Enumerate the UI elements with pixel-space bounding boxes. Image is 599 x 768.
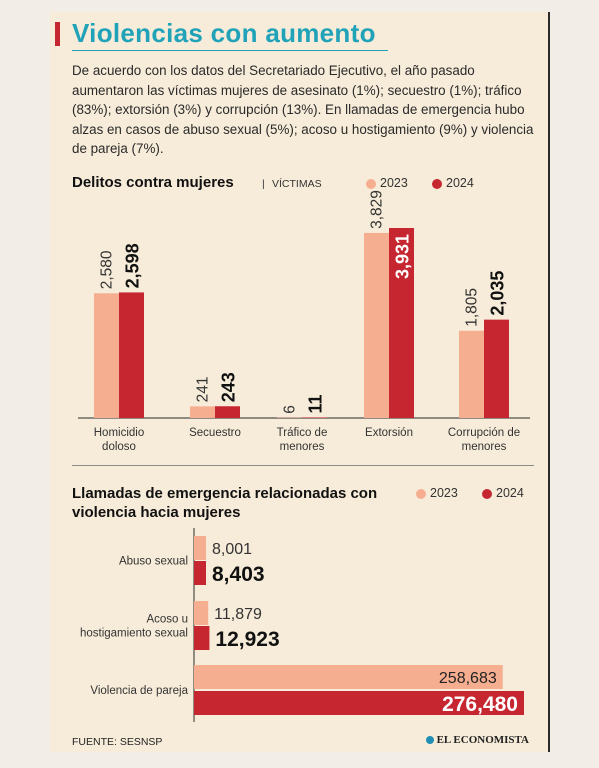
page-title: Violencias con aumento — [72, 18, 376, 48]
chart1-bar-2023-corrupcion-de-menores — [459, 330, 484, 418]
chart2-category-acoso-u-hostigamiento-sexual: Acoso u hostigamiento sexual — [80, 614, 188, 640]
chart1-bar-2023-homicidio-doloso — [94, 293, 119, 418]
intro-paragraph: De acuerdo con los datos del Secretariad… — [72, 63, 534, 157]
chart1-category-extorsion: Extorsión — [365, 427, 413, 439]
chart2-bar-2024-violencia-de-pareja — [194, 691, 524, 715]
chart1-bar-2023-extorsion — [364, 232, 389, 418]
chart2-label-2024-acoso-u-hostigamiento-sexual: 12,923 — [215, 628, 279, 651]
chart1-subtitle-separator: | — [262, 178, 265, 190]
chart1-title: Delitos contra mujeres — [72, 174, 234, 191]
chart1-legend-swatch-2024 — [432, 179, 442, 189]
chart2-label-2024-violencia-de-pareja: 276,480 — [442, 693, 518, 716]
chart1-legend-swatch-2023 — [366, 179, 376, 189]
chart1-label-2024-extorsion: 3,931 — [393, 234, 413, 279]
title-underline — [72, 50, 388, 51]
chart2-legend-label-2023: 2023 — [430, 486, 458, 500]
chart1-category-homicidio-doloso: Homicidio doloso — [94, 427, 145, 453]
chart2-bar-2024-abuso-sexual — [194, 561, 206, 585]
brand-dot-icon — [425, 736, 434, 745]
chart2-bar-2024-acoso-u-hostigamiento-sexual — [194, 626, 210, 650]
chart1-label-2024-secuestro: 243 — [219, 372, 239, 402]
chart1-label-2023-secuestro: 241 — [195, 376, 212, 402]
chart2-legend-label-2024: 2024 — [496, 486, 524, 500]
chart1-bar-2024-extorsion — [389, 228, 414, 418]
section-divider — [72, 465, 534, 466]
chart1-bar-2024-secuestro — [215, 406, 240, 418]
chart1-bar-2023-secuestro — [190, 406, 215, 418]
chart1-label-2023-corrupcion-de-menores: 1,805 — [464, 288, 481, 327]
chart1-bar-2024-homicidio-doloso — [119, 292, 144, 418]
brand-name: EL ECONOMISTA — [436, 734, 529, 746]
chart1-category-secuestro: Secuestro — [189, 427, 241, 439]
source-note: FUENTE: SESNSP — [72, 736, 163, 748]
chart2-bar-2023-abuso-sexual — [194, 536, 206, 560]
chart2-label-2024-abuso-sexual: 8,403 — [212, 563, 265, 586]
chart1-label-2023-extorsion: 3,829 — [369, 190, 386, 229]
chart2-legend-swatch-2024 — [482, 489, 492, 499]
chart1-category-corrupcion-de-menores: Corrupción de menores — [448, 427, 520, 453]
chart2-bar-2023-acoso-u-hostigamiento-sexual — [194, 601, 209, 625]
chart2-bar-2023-violencia-de-pareja — [194, 665, 503, 689]
chart2-category-abuso-sexual: Abuso sexual — [119, 556, 188, 568]
chart2-label-2023-violencia-de-pareja: 258,683 — [439, 670, 497, 687]
title-accent-bar — [55, 22, 60, 46]
chart1-label-2024-homicidio-doloso: 2,598 — [123, 243, 143, 288]
chart2-legend-swatch-2023 — [416, 489, 426, 499]
chart1-label-2024-corrupcion-de-menores: 2,035 — [488, 271, 508, 316]
chart1-category-trafico-de-menores: Tráfico de menores — [277, 427, 328, 453]
chart1-subtitle: VÍCTIMAS — [272, 178, 322, 190]
chart2-category-violencia-de-pareja: Violencia de pareja — [90, 685, 188, 697]
chart1-bar-2024-trafico-de-menores — [302, 417, 327, 418]
chart1-legend-label-2023: 2023 — [380, 176, 408, 190]
brand-logo: EL ECONOMISTA — [425, 734, 529, 746]
chart1-label-2024-trafico-de-menores: 11 — [306, 394, 326, 413]
chart2-label-2023-acoso-u-hostigamiento-sexual: 11,879 — [214, 606, 262, 623]
chart2-title: Llamadas de emergencia relacionadas con … — [72, 485, 378, 521]
chart1-legend-label-2024: 2024 — [446, 176, 474, 190]
chart1-bar-2024-corrupcion-de-menores — [484, 319, 509, 418]
chart1-label-2023-trafico-de-menores: 6 — [282, 405, 299, 414]
chart1-label-2023-homicidio-doloso: 2,580 — [99, 250, 116, 289]
chart2-label-2023-abuso-sexual: 8,001 — [212, 541, 252, 558]
